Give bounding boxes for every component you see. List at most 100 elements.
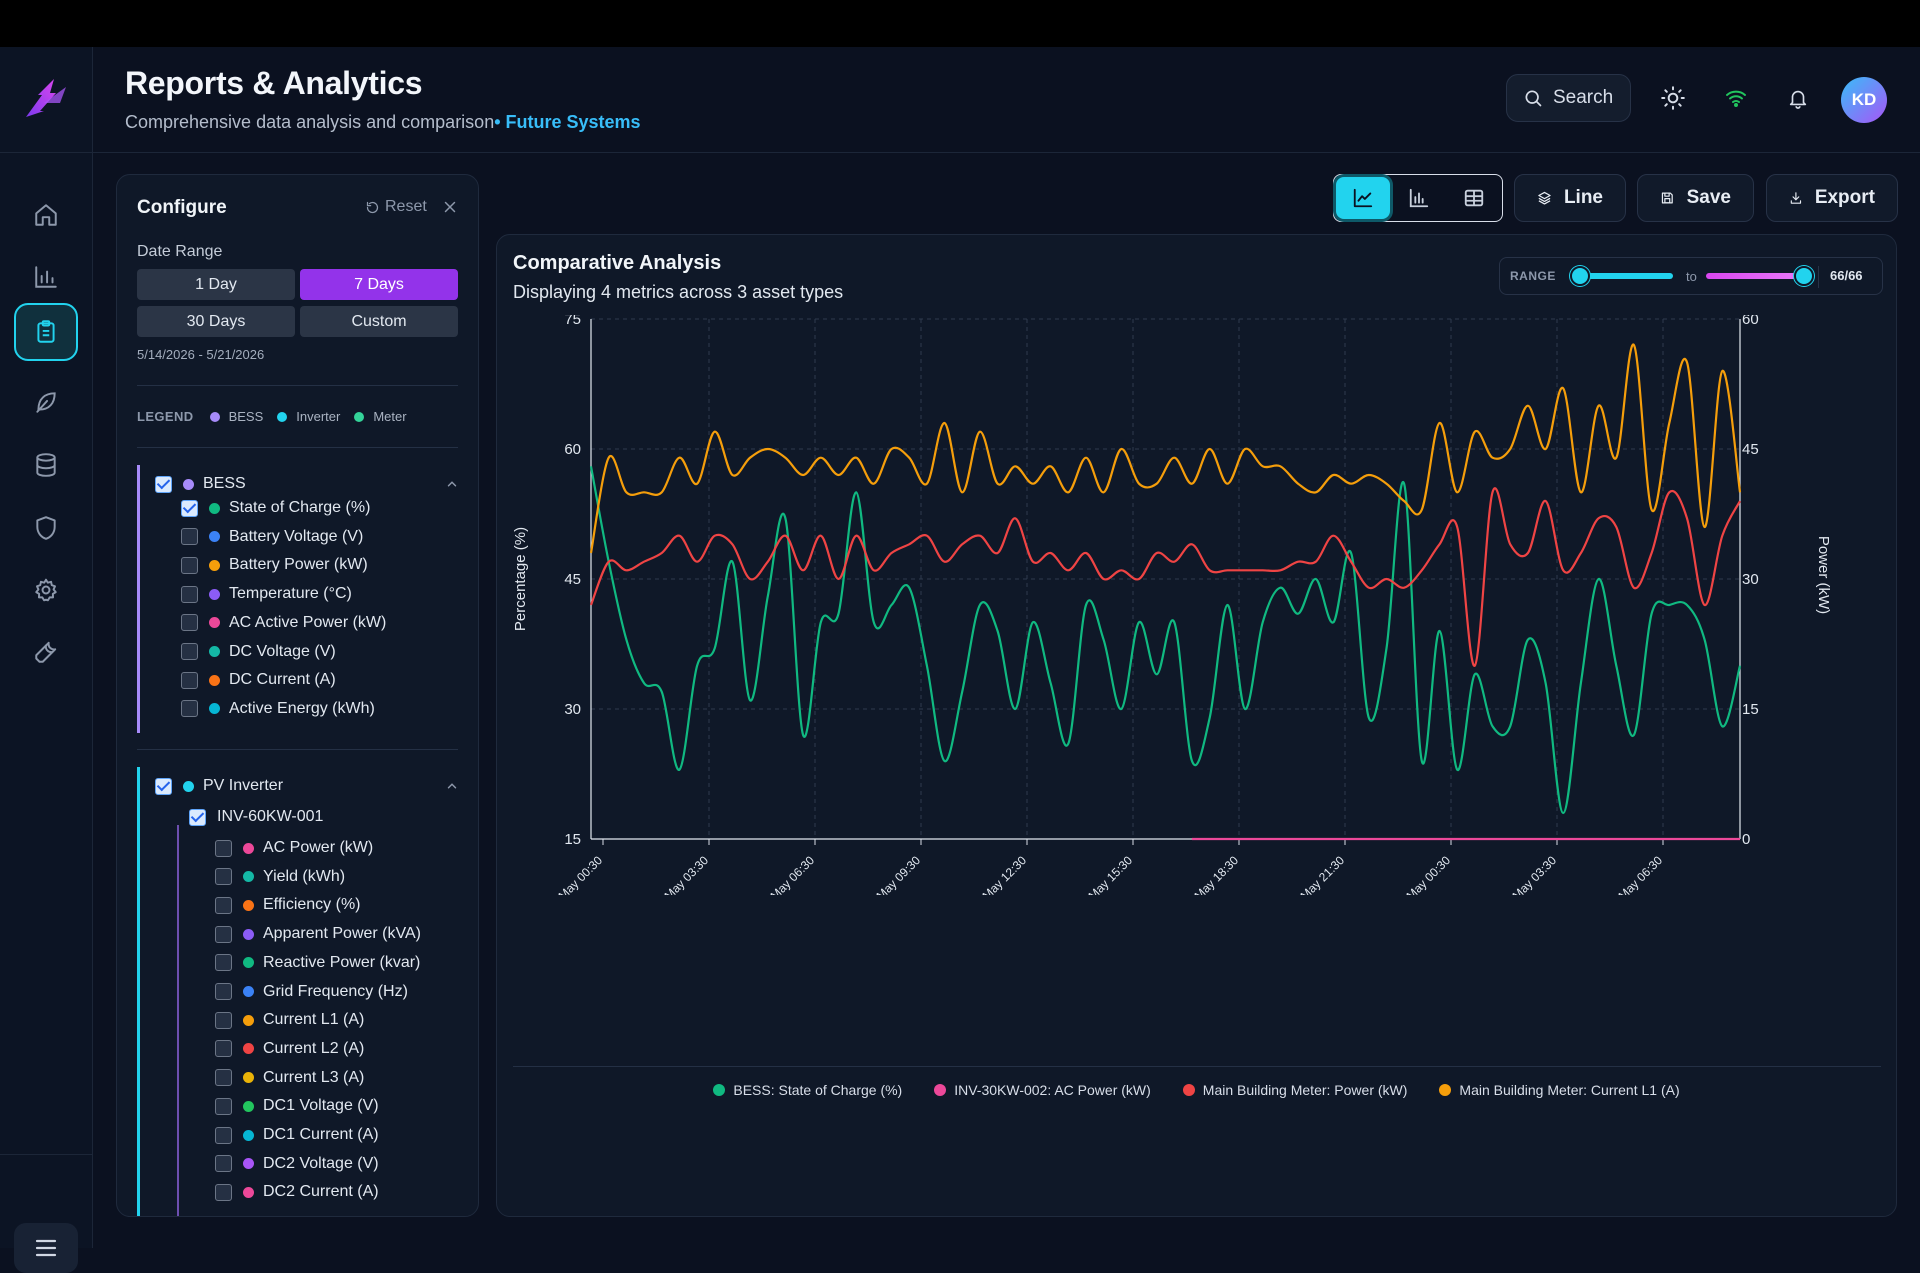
search-button[interactable]: Search [1506,74,1631,122]
date-option-7-days[interactable]: 7 Days [300,269,458,300]
sidebar-item-reports[interactable] [14,303,78,361]
checkbox[interactable] [215,983,232,1000]
theme-toggle[interactable] [1656,81,1690,115]
checkbox[interactable] [181,528,198,546]
checkbox[interactable] [215,925,232,943]
y-right-tick-label: 15 [1742,701,1759,718]
metric-color-dot [209,674,220,686]
sidebar-item-sustainability[interactable] [14,373,78,431]
sidebar-item-tools[interactable] [14,623,78,681]
checkbox[interactable] [215,1040,232,1058]
search-icon [1525,90,1542,107]
y-axis-left-title: Percentage (%) [512,527,529,631]
sidebar-item-settings[interactable] [14,561,78,619]
metric-item[interactable]: Efficiency (%) [215,893,361,917]
checkbox[interactable] [215,1069,232,1087]
group-bess[interactable]: BESS [155,472,246,496]
x-tick-label: 21 May 00:30 [1392,853,1454,895]
metric-color-dot [243,1100,254,1112]
checkbox[interactable] [181,499,198,517]
checkbox[interactable] [215,1097,232,1115]
date-option-1-day[interactable]: 1 Day [137,269,295,300]
metric-item[interactable]: Apparent Power (kVA) [215,922,421,946]
save-button[interactable]: Save [1637,174,1754,222]
metric-item[interactable]: AC Active Power (kW) [181,611,386,635]
checkbox[interactable] [181,556,198,574]
legend-bess: BESS [228,409,264,424]
metric-item[interactable]: DC2 Current (A) [215,1180,379,1204]
sidebar-item-data[interactable] [14,436,78,494]
metric-item[interactable]: Yield (kWh) [215,865,345,889]
legend-label: BESS: State of Charge (%) [733,1082,903,1098]
range-start-track[interactable] [1578,273,1673,279]
sidebar-item-security[interactable] [14,499,78,557]
range-end-handle[interactable] [1794,266,1814,286]
connection-status[interactable] [1719,81,1753,115]
checkbox[interactable] [155,777,172,795]
metric-item[interactable]: DC1 Voltage (V) [215,1094,379,1118]
checkbox[interactable] [215,1183,232,1201]
checkbox[interactable] [215,868,232,886]
metric-item[interactable]: State of Charge (%) [181,496,370,520]
chart-type-button[interactable]: Line [1514,174,1626,222]
chevron-up-icon[interactable] [445,477,459,491]
checkbox[interactable] [181,700,198,718]
export-button[interactable]: Export [1766,174,1898,222]
metric-item[interactable]: Battery Voltage (V) [181,525,363,549]
metric-item[interactable]: DC1 Current (A) [215,1123,379,1147]
metric-item[interactable]: Current L2 (A) [215,1037,364,1061]
range-start-handle[interactable] [1570,266,1590,286]
metric-label: Reactive Power (kvar) [263,953,421,971]
table-view-button[interactable] [1447,177,1501,219]
chart-legend-item[interactable]: INV-30KW-002: AC Power (kW) [934,1082,1151,1098]
menu-button[interactable] [14,1223,78,1273]
checkbox[interactable] [181,614,198,632]
metric-item[interactable]: Active Energy (kWh) [181,697,375,721]
metric-item[interactable]: Reactive Power (kvar) [215,951,420,975]
bar-view-button[interactable] [1392,177,1446,219]
sidebar-item-analytics[interactable] [14,248,78,306]
avatar[interactable]: KD [1841,77,1887,123]
metric-label: Yield (kWh) [263,867,346,885]
reset-button[interactable]: Reset [365,198,427,216]
checkbox[interactable] [181,585,198,603]
checkbox[interactable] [155,475,172,493]
checkbox[interactable] [189,808,206,826]
date-option-custom[interactable]: Custom [300,306,458,337]
checkbox[interactable] [215,1126,232,1144]
range-end-track[interactable] [1706,273,1802,279]
metric-item[interactable]: DC Current (A) [181,668,336,692]
metric-item[interactable]: Current L3 (A) [215,1066,364,1090]
metric-item[interactable]: Current L1 (A) [215,1008,364,1032]
checkbox[interactable] [181,643,198,660]
chart-legend-item[interactable]: BESS: State of Charge (%) [713,1082,902,1098]
metric-item[interactable]: Grid Frequency (Hz) [215,980,408,1004]
notifications-button[interactable] [1781,81,1815,115]
y-left-tick-label: 75 [564,315,581,328]
metric-item[interactable]: AC Power (kW) [215,836,373,860]
chart-legend-item[interactable]: Main Building Meter: Current L1 (A) [1439,1082,1680,1098]
chart-legend-item[interactable]: Main Building Meter: Power (kW) [1182,1082,1407,1098]
close-panel-button[interactable] [441,198,459,216]
checkbox[interactable] [215,954,232,972]
chevron-up-icon[interactable] [445,779,459,793]
page-subtitle: Comprehensive data analysis and comparis… [125,112,641,133]
checkbox[interactable] [181,671,198,689]
device-inv-60kw-001[interactable]: INV-60KW-001 [189,805,323,829]
sidebar-item-home[interactable] [14,186,78,244]
date-option-30-days[interactable]: 30 Days [137,306,295,337]
comparative-line-chart[interactable]: 15 30 45 60 75 0 15 30 45 60 20 May 00:30 20 May 03… [497,315,1896,895]
checkbox[interactable] [215,1155,232,1173]
metric-item[interactable]: DC Voltage (V) [181,640,336,664]
metric-item[interactable]: Battery Power (kW) [181,553,368,577]
org-name[interactable]: • Future Systems [494,112,641,132]
metric-item[interactable]: DC2 Voltage (V) [215,1152,379,1176]
checkbox[interactable] [215,896,232,914]
checkbox[interactable] [215,1011,232,1029]
x-tick-label: 20 May 00:30 [544,853,606,895]
metric-item[interactable]: Temperature (°C) [181,582,352,606]
group-pv-inverter[interactable]: PV Inverter [155,774,283,798]
line-view-button[interactable] [1336,177,1390,219]
checkbox[interactable] [215,839,232,857]
app-logo[interactable] [20,73,72,125]
